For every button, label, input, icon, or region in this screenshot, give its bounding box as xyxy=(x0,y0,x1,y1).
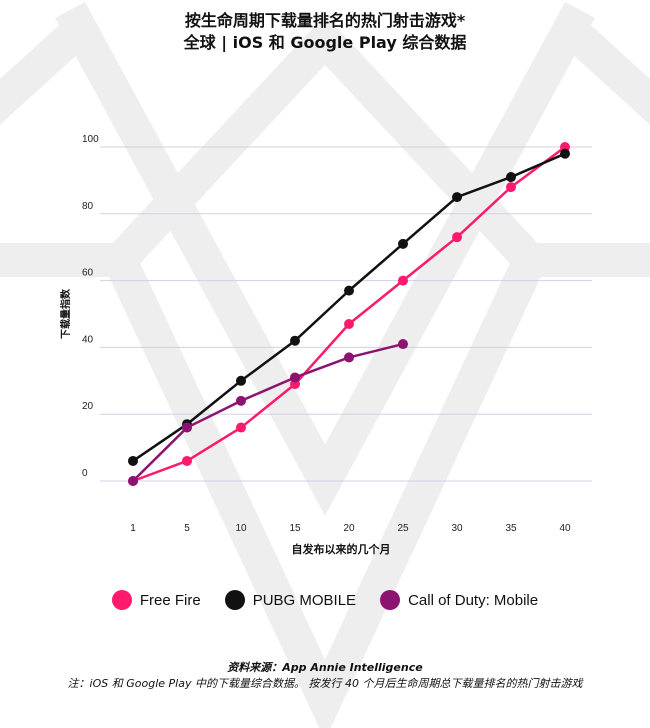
legend-item-call-of-duty: Call of Duty: Mobile xyxy=(380,590,538,610)
x-tick-label-30: 30 xyxy=(451,523,463,534)
data-point-pubg-mobile-10 xyxy=(236,375,246,386)
series-line-call-of-duty-mobile xyxy=(132,342,404,482)
grid-lines xyxy=(100,146,592,482)
legend: Free Fire PUBG MOBILE Call of Duty: Mobi… xyxy=(0,590,650,610)
x-tick-label-15: 15 xyxy=(289,523,301,534)
data-point-call-of-duty-mobile-20 xyxy=(344,352,354,363)
data-point-pubg-mobile-40 xyxy=(560,148,570,159)
series-line-pubg-mobile xyxy=(132,152,566,462)
data-point-pubg-mobile-30 xyxy=(452,192,462,203)
data-point-free-fire-25 xyxy=(398,275,408,286)
y-tick-label-60: 60 xyxy=(82,268,94,279)
x-tick-label-1: 1 xyxy=(130,523,136,534)
source-text: 资料来源：App Annie Intelligence xyxy=(227,661,423,674)
chart-title-block: 按生命周期下载量排名的热门射击游戏* 全球 | iOS 和 Google Pla… xyxy=(0,10,650,54)
y-tick-label-100: 100 xyxy=(82,134,99,145)
legend-item-pubg-mobile: PUBG MOBILE xyxy=(224,590,357,610)
legend-label-pubg-mobile: PUBG MOBILE xyxy=(252,591,357,609)
x-axis-ticks: 1 5 10 15 20 25 30 35 40 xyxy=(130,523,571,534)
chart-title: 按生命周期下载量排名的热门射击游戏* xyxy=(184,11,466,30)
data-point-free-fire-20 xyxy=(344,319,354,330)
footer: 资料来源：App Annie Intelligence 注：iOS 和 Goog… xyxy=(0,660,650,692)
x-tick-label-35: 35 xyxy=(505,523,517,534)
x-tick-label-5: 5 xyxy=(184,523,190,534)
x-tick-label-20: 20 xyxy=(343,523,355,534)
legend-marker-pubg-mobile xyxy=(224,590,245,610)
legend-label-free-fire: Free Fire xyxy=(139,591,201,609)
x-tick-label-25: 25 xyxy=(397,523,409,534)
legend-marker-free-fire xyxy=(111,590,132,610)
data-point-call-of-duty-mobile-1 xyxy=(128,476,138,486)
x-tick-label-40: 40 xyxy=(559,523,571,534)
chart-subtitle: 全球 | iOS 和 Google Play 综合数据 xyxy=(183,33,467,52)
series-group xyxy=(128,142,570,486)
y-tick-label-20: 20 xyxy=(82,401,94,412)
data-point-call-of-duty-mobile-10 xyxy=(236,395,246,406)
y-axis-ticks: 0 20 40 60 80 100 xyxy=(82,134,99,479)
legend-item-free-fire: Free Fire xyxy=(111,590,201,610)
x-tick-label-10: 10 xyxy=(235,523,247,534)
data-point-pubg-mobile-15 xyxy=(290,335,300,346)
data-point-free-fire-35 xyxy=(506,182,516,193)
data-point-call-of-duty-mobile-25 xyxy=(398,339,408,350)
data-point-free-fire-10 xyxy=(236,422,246,433)
note-text: 注：iOS 和 Google Play 中的下载量综合数据。 按发行 40 个月… xyxy=(67,677,583,690)
y-tick-label-0: 0 xyxy=(82,468,88,479)
series-pubg-mobile xyxy=(128,148,570,466)
series-call-of-duty-mobile xyxy=(128,339,408,486)
data-point-free-fire-30 xyxy=(452,232,462,243)
legend-marker-call-of-duty xyxy=(380,590,401,610)
data-point-free-fire-5 xyxy=(182,455,192,466)
series-free-fire xyxy=(128,142,570,486)
data-point-pubg-mobile-35 xyxy=(506,172,516,183)
x-axis-label: 自发布以来的几个月 xyxy=(292,542,391,556)
data-point-call-of-duty-mobile-5 xyxy=(182,422,192,433)
data-point-pubg-mobile-1 xyxy=(128,455,138,466)
data-point-pubg-mobile-20 xyxy=(344,285,354,296)
data-point-call-of-duty-mobile-15 xyxy=(290,372,300,383)
y-tick-label-80: 80 xyxy=(82,201,94,212)
legend-label-call-of-duty: Call of Duty: Mobile xyxy=(408,591,539,609)
y-axis-label: 下载量指数 xyxy=(59,288,72,339)
y-tick-label-40: 40 xyxy=(82,334,94,345)
series-line-free-fire xyxy=(132,145,566,483)
data-point-pubg-mobile-25 xyxy=(398,238,408,249)
